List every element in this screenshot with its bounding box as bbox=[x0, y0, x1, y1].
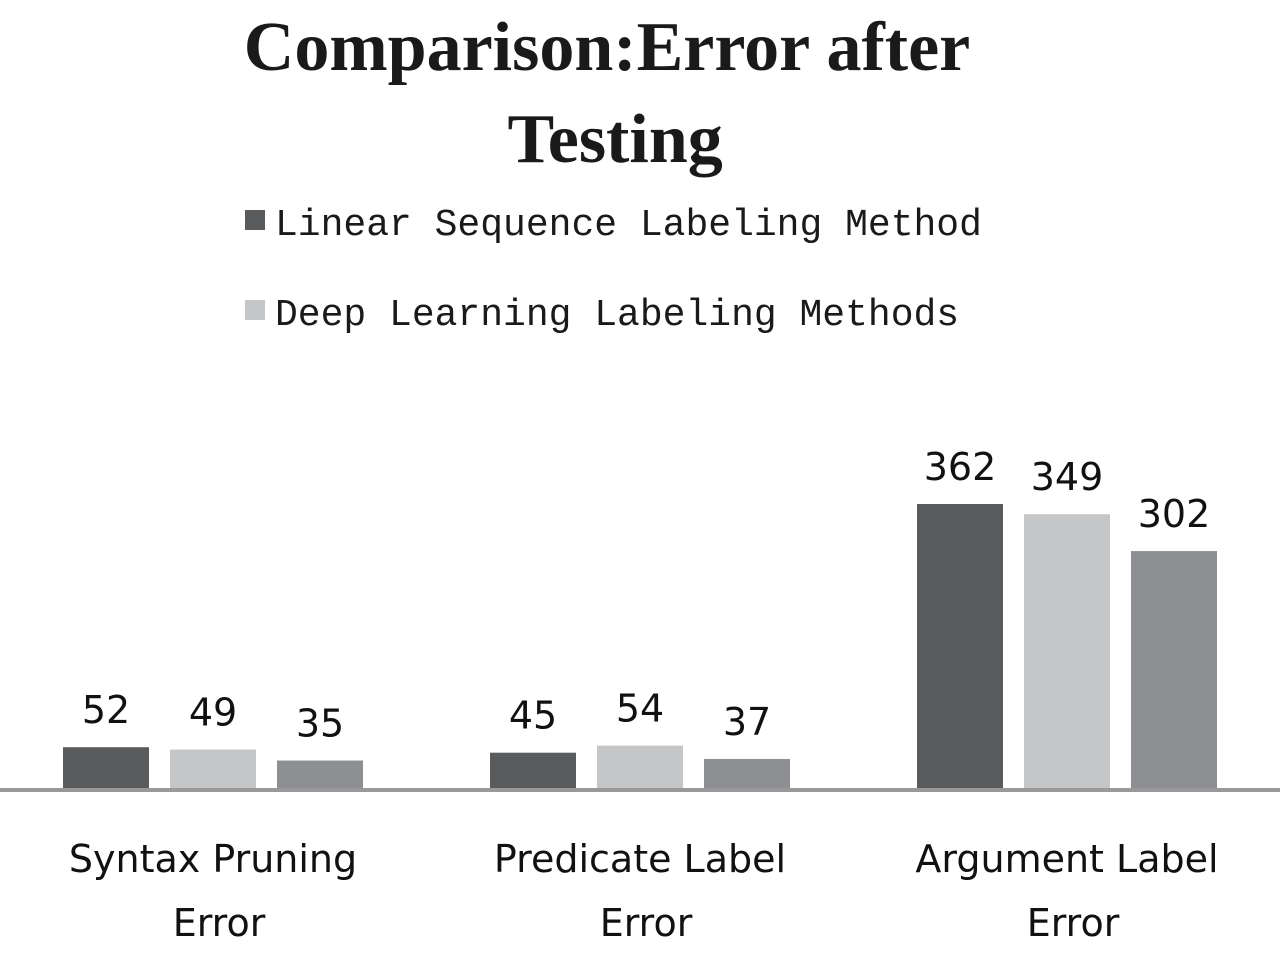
x-tick-label: Syntax Pruning Error bbox=[69, 837, 357, 945]
data-label: 302 bbox=[1138, 492, 1211, 536]
data-label: 45 bbox=[509, 694, 557, 738]
bar bbox=[63, 747, 149, 788]
data-label: 349 bbox=[1031, 455, 1104, 499]
bar bbox=[1024, 514, 1110, 788]
legend-swatch bbox=[245, 210, 265, 230]
data-label: 37 bbox=[723, 700, 771, 744]
x-tick-label: Predicate Label Error bbox=[494, 837, 786, 945]
data-label: 362 bbox=[924, 445, 997, 489]
x-tick-label: Argument Label Error bbox=[915, 837, 1218, 945]
bar bbox=[704, 758, 790, 788]
bar bbox=[170, 749, 256, 788]
bar bbox=[917, 504, 1003, 788]
data-label: 35 bbox=[296, 702, 344, 746]
legend-swatch bbox=[245, 300, 265, 320]
data-label: 52 bbox=[82, 688, 130, 732]
data-label: 54 bbox=[616, 687, 664, 731]
data-label: 49 bbox=[189, 691, 237, 735]
chart-title: Comparison:Error after Testing bbox=[244, 9, 970, 178]
legend-label: Deep Learning Labeling Methods bbox=[275, 294, 959, 337]
bar bbox=[490, 752, 576, 788]
bar bbox=[1131, 551, 1217, 788]
legend-label: Linear Sequence Labeling Method bbox=[275, 204, 982, 247]
bar bbox=[277, 760, 363, 788]
bar bbox=[597, 745, 683, 788]
